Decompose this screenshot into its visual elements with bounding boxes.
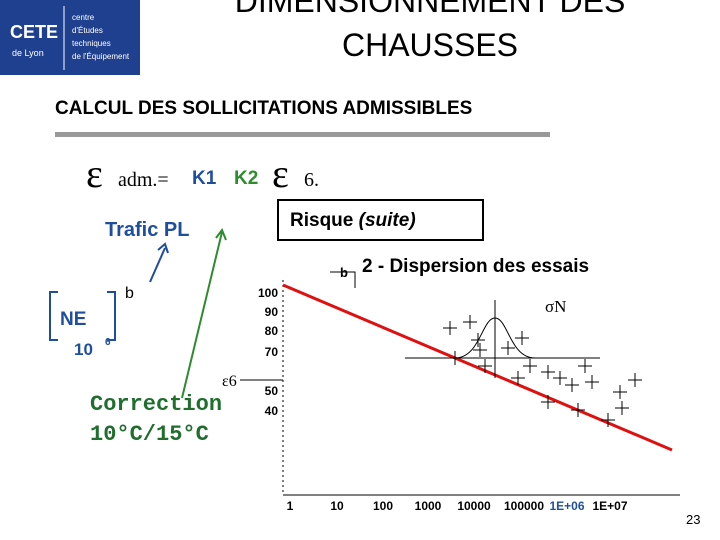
- title: DIMENSIONNEMENT DES: [235, 0, 626, 19]
- fatigue-line: [282, 283, 673, 452]
- slope-mark: [330, 271, 356, 288]
- y-axis-label: 100: [258, 286, 278, 300]
- risque-label: Risque (suite): [290, 210, 416, 231]
- ten: 10: [74, 340, 93, 359]
- b-label: b: [340, 265, 348, 280]
- k1: K1: [192, 168, 217, 189]
- arrow: [181, 231, 223, 399]
- formula-text: 6.: [304, 169, 319, 191]
- bracket: [49, 291, 58, 341]
- suite: (suite): [359, 210, 416, 231]
- arrow-head: [157, 242, 169, 254]
- logo-name: CETE: [10, 22, 58, 42]
- dispersion-label: 2 - Dispersion des essais: [362, 256, 589, 277]
- x-axis-label: 100000: [504, 499, 544, 513]
- y-axis-label: 80: [265, 324, 279, 338]
- k2: K2: [234, 168, 258, 189]
- bracket: [107, 291, 116, 341]
- logo-line: techniques: [72, 39, 111, 48]
- sigma-label: σN: [545, 297, 566, 316]
- x-axis-label: 10000: [457, 499, 491, 513]
- logo-line: de l'Équipement: [72, 52, 130, 61]
- test-points: [443, 315, 642, 427]
- bell-curve: [454, 317, 536, 359]
- rule: [55, 132, 550, 137]
- risque: Risque: [290, 210, 353, 231]
- x-axis-label: 100: [373, 499, 393, 513]
- title: CHAUSSES: [342, 27, 518, 63]
- y-axis-label: 90: [265, 305, 279, 319]
- x-axis-label: 10: [330, 499, 344, 513]
- epsilon6: ε6: [222, 373, 237, 390]
- arrow: [149, 247, 166, 283]
- y-axis-label: 50: [265, 384, 279, 398]
- risque-box: [277, 199, 484, 241]
- subtitle: CALCUL DES SOLLICITATIONS ADMISSIBLES: [55, 98, 472, 119]
- x-axis-label: 1E+06: [549, 499, 584, 513]
- y-axis-label: 70: [265, 345, 279, 359]
- logo-place: de Lyon: [12, 48, 44, 58]
- formula-text: adm.=: [118, 169, 169, 191]
- correction: Correction: [90, 392, 222, 417]
- y-axis-label: 40: [265, 404, 279, 418]
- x-axis-label: 1E+07: [592, 499, 627, 513]
- page-number: 23: [686, 512, 700, 527]
- arrow-head: [215, 227, 227, 241]
- trafic-label: Trafic PL: [105, 219, 189, 241]
- ne: NE: [60, 309, 86, 330]
- exponent: 6: [105, 337, 111, 348]
- x-axis-label: 1: [287, 499, 294, 513]
- x-axis-label: 1000: [415, 499, 442, 513]
- epsilon: ε: [86, 151, 103, 196]
- epsilon: ε: [272, 151, 289, 196]
- b-label: b: [125, 285, 134, 302]
- correction: 10°C/15°C: [90, 422, 209, 447]
- logo-box: [0, 0, 140, 75]
- logo-line: centre: [72, 13, 95, 22]
- logo-line: d'Études: [72, 26, 103, 35]
